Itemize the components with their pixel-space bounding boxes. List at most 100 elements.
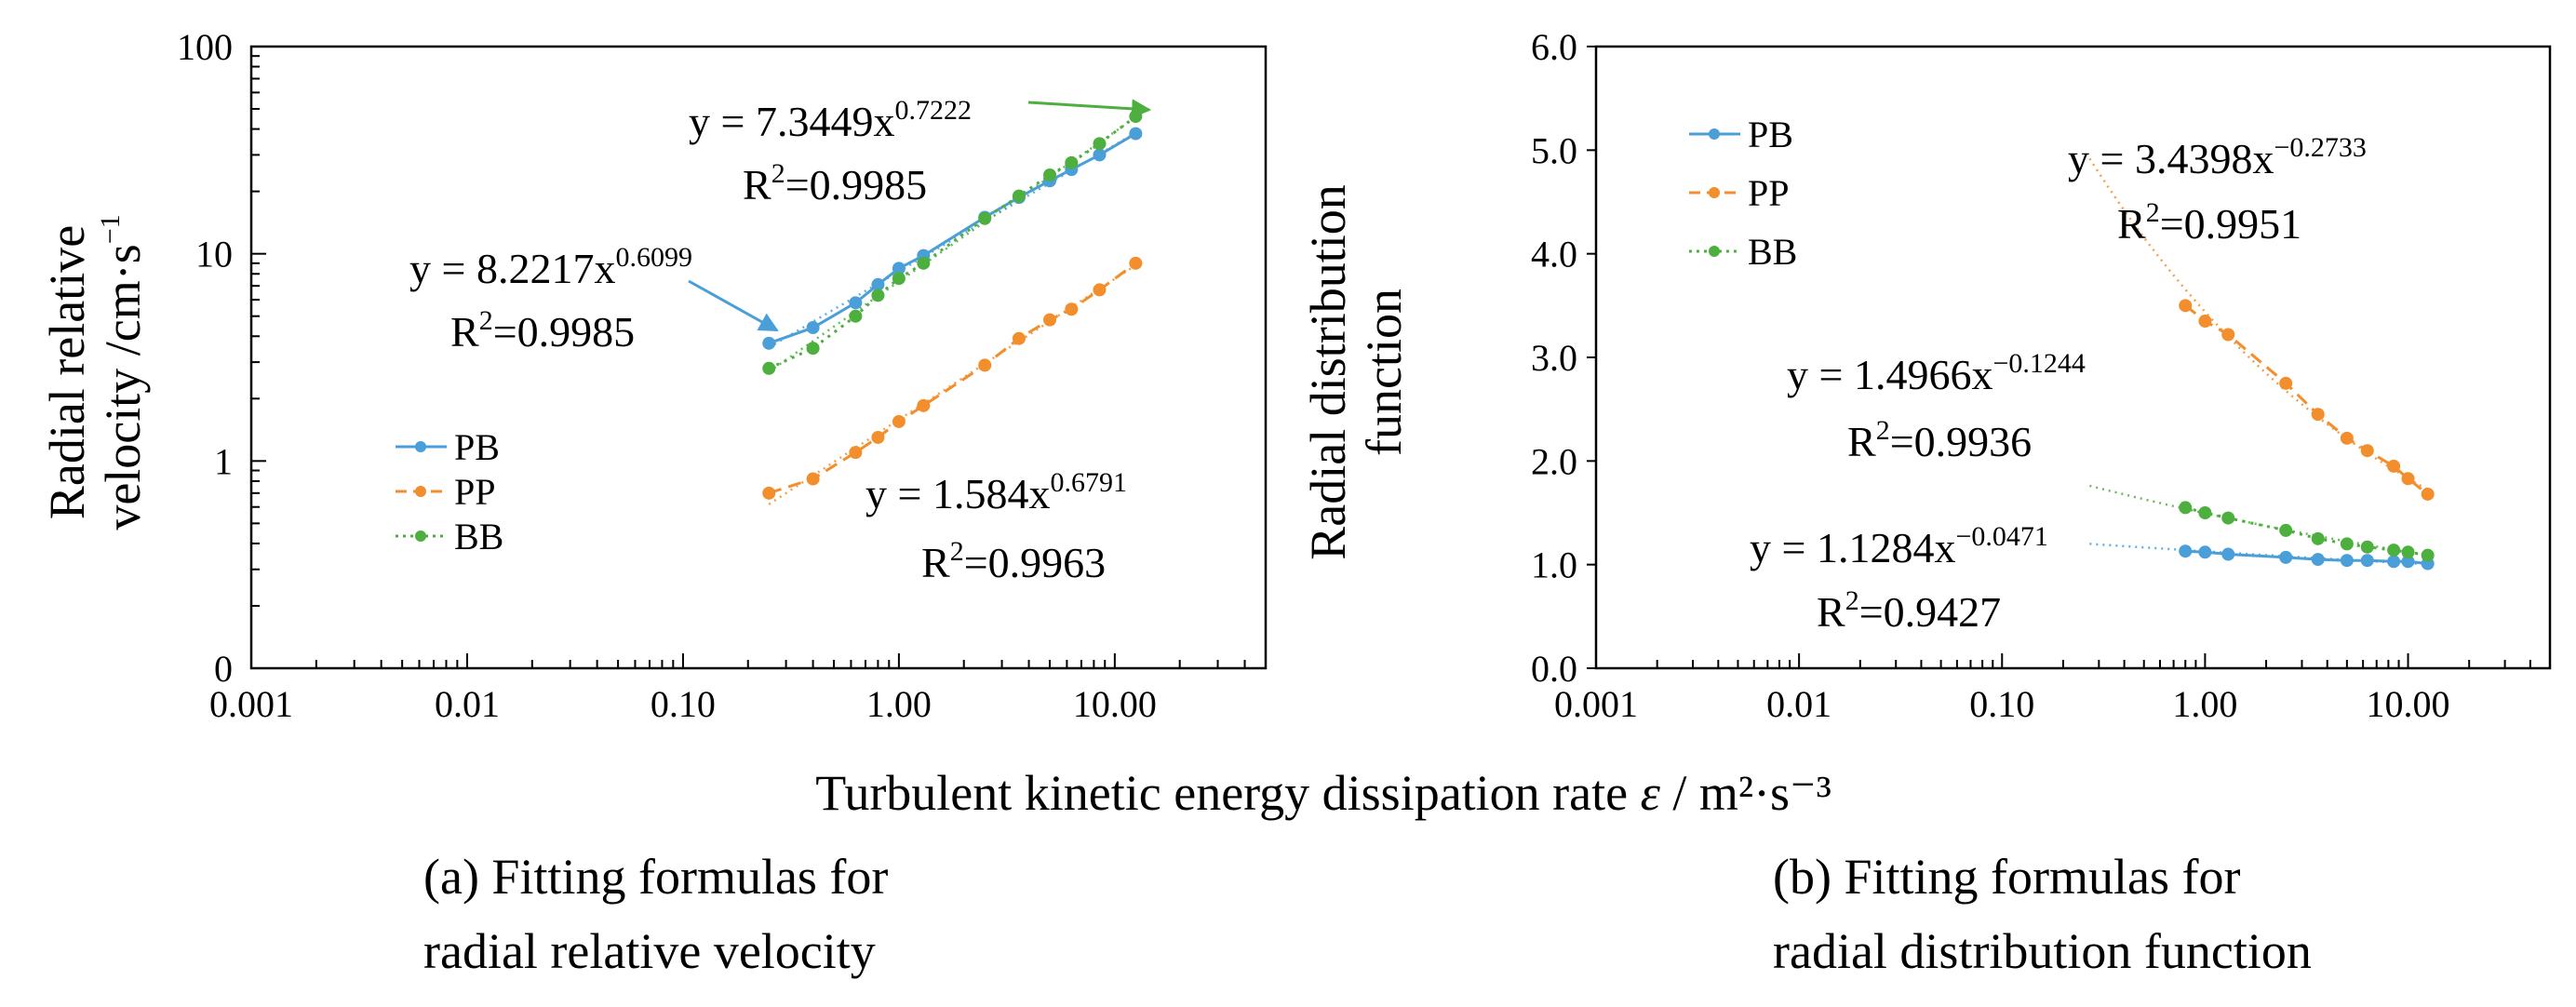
shared-x-axis-label: Turbulent kinetic energy dissipation rat… [815,765,1831,821]
chart-a-pp-r2-value: =0.9963 [964,539,1106,586]
shared-xlabel-main: Turbulent kinetic energy dissipation rat… [815,765,1640,821]
chart-a-frame [249,45,1268,670]
chart-a-bb-r2-value: =0.9985 [785,161,927,208]
chart-b-point-pb [2360,554,2374,568]
chart-a-point-bb [917,256,931,270]
chart-a-point-bb [849,309,863,323]
chart-a-point-bb [1012,189,1026,203]
chart-a-point-pp [849,446,863,460]
chart-b-ylabel-line1: Radial distribution [1300,184,1356,559]
chart-a-point-pb [892,262,906,275]
chart-b-y-tick-label: 2.0 [1531,440,1577,482]
chart-a-point-pp [871,430,885,444]
chart-a-point-pb [849,296,863,310]
chart-b-point-pp [2198,315,2212,329]
chart-a-pb-eq-base: y = 8.2217x [409,245,615,292]
chart-a-y-tick-label: 1 [214,440,233,482]
chart-a-point-bb [871,289,885,302]
chart-b-x-tick-label: 0.01 [1766,683,1831,725]
chart-a-y-tick-label: 0 [214,648,233,690]
chart-a-bb-annotation-arrow [1027,99,1152,119]
chart-b-point-bb [2401,545,2415,559]
chart-b-legend-pb: PB [1689,114,1793,155]
chart-b-point-bb [2360,540,2374,554]
chart-b-ylabel-line2: function [1356,289,1412,456]
chart-a-bb-eq-base: y = 7.3449x [689,98,894,145]
chart-b-pb-equation: y = 1.1284x−0.0471 [1750,521,2048,571]
chart-b-point-bb [2279,523,2293,537]
chart-b-series [2088,157,2435,571]
chart-b-pp-equation: y = 3.4398x−0.2733 [2068,132,2367,182]
chart-b-x-tick-label: 0.10 [1969,683,2034,725]
chart-b-point-pp [2421,487,2435,501]
chart-a-point-bb [1065,155,1079,169]
chart-b-trend-bb [2089,484,2428,557]
chart-b-point-pp [2340,431,2354,445]
chart-b-legend-bb-label: BB [1748,231,1797,273]
chart-a-point-pp [1129,256,1143,270]
chart-a-point-pp [892,414,906,428]
chart-a-point-pp [1065,302,1079,316]
chart-a-pb-eq-exp: 0.6099 [615,242,692,273]
chart-a-legend-bb-label: BB [454,516,503,557]
chart-a-pp-r2: R2=0.9963 [921,536,1106,586]
chart-a-pp-eq-base: y = 1.584x [865,470,1050,517]
chart-b-point-pb [2340,554,2354,568]
chart-b-y-tick-label: 0.0 [1531,648,1577,690]
chart-b-y-tick-label: 4.0 [1531,234,1577,275]
chart-b-legend-pb-label: PB [1748,114,1793,155]
chart-b-bb-equation: y = 1.4966x−0.1244 [1787,348,2086,398]
chart-a-x-tick-label: 0.001 [209,683,293,725]
chart-a-ylabel-sup: −1 [95,214,126,244]
chart-b-point-bb [2421,548,2435,562]
chart-b-pp-r2-value: =0.9951 [2160,200,2301,248]
chart-b-pp-eq-exp: −0.2733 [2274,132,2366,163]
chart-a-pp-equation: y = 1.584x0.6791 [865,467,1127,517]
chart-a-point-pb [1093,148,1107,162]
chart-a-legend: PB PP BB [396,426,503,557]
chart-a-point-pp [1012,331,1026,345]
chart-a-x-tick-label: 10.00 [1073,683,1157,725]
chart-a-plot-area [249,45,1268,670]
chart-a-legend-pb-label: PB [454,426,500,468]
chart-a-y-tick-label: 10 [195,234,233,275]
chart-a-axes: 0.001 0.01 0.10 1.00 10.00 0 1 10 100 [177,26,1267,725]
chart-b-y-tick-label: 5.0 [1531,129,1577,171]
chart-b-point-bb [2198,506,2212,519]
shared-xlabel-symbol: ε [1641,765,1661,821]
chart-a-pb-r2-value: =0.9985 [493,308,635,356]
chart-b-point-pp [2221,328,2235,342]
chart-b-series-line-pp [2184,304,2429,496]
chart-b-pp-r2: R2=0.9951 [2117,197,2301,248]
chart-a-point-pp [917,398,931,412]
chart-b-legend-pp-label: PP [1748,172,1790,214]
chart-b-point-pp [2179,299,2193,313]
chart-a-point-bb [1093,137,1107,151]
chart-b-legend: PB PP BB [1689,114,1797,273]
chart-a-legend-pp-label: PP [454,471,496,513]
chart-b-point-pb [2179,544,2193,558]
chart-b-x-tick-label: 1.00 [2172,683,2237,725]
chart-a-point-bb [1043,168,1057,182]
chart-b-point-pp [2360,444,2374,458]
chart-b-legend-bb: BB [1689,231,1797,273]
chart-b-x-tick-label: 10.00 [2367,683,2450,725]
chart-a-x-tick-label: 0.01 [435,683,500,725]
chart-a-series [762,110,1143,505]
chart-a-legend-pp: PP [396,471,496,513]
chart-a-bb-r2: R2=0.9985 [743,158,927,208]
chart-b-point-pb [2311,553,2325,567]
chart-b-y-tick-label: 6.0 [1531,26,1577,68]
chart-a-point-pp [978,358,992,372]
chart-a-radial-relative-velocity: 0.001 0.01 0.10 1.00 10.00 0 1 10 100 Radial rel… [39,26,1268,979]
chart-b-caption-line1: (b) Fitting formulas for [1773,849,2240,905]
chart-a-bb-equation: y = 7.3449x0.7222 [689,95,972,145]
chart-b-pp-eq-base: y = 3.4398x [2068,135,2274,182]
chart-b-trend-pp [2088,157,2429,491]
chart-a-point-pb [762,336,776,350]
chart-a-series-line-pp [768,262,1137,495]
chart-a-x-tick-label: 0.10 [651,683,716,725]
chart-a-point-bb [806,342,820,356]
chart-b-point-bb [2221,511,2235,525]
